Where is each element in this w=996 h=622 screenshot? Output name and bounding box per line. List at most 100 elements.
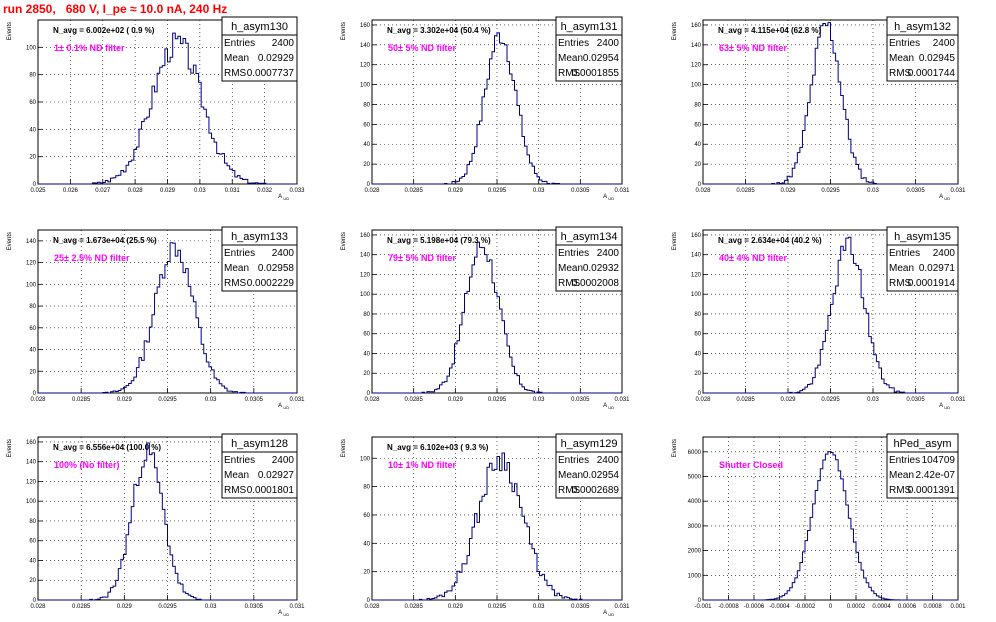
y-tick-label: 20 [363,570,370,576]
y-axis-label: Events [672,22,678,40]
y-tick-label: 120 [360,63,371,69]
x-tick-label: 0.029 [448,188,464,194]
stats-key: RMS [889,278,912,289]
stats-value: 2400 [933,38,956,49]
y-axis-label: Events [341,439,347,457]
y-tick-label: 120 [26,479,37,485]
x-tick-label: -0.0002 [795,604,816,610]
x-tick-label: 0.0295 [158,604,177,610]
y-tick-label: 3000 [688,524,702,530]
histogram-name: h_asym132 [894,21,951,33]
stats-box [555,451,623,499]
y-tick-label: 60 [363,513,370,519]
stats-key: RMS [558,278,581,289]
y-tick-label: 0 [367,182,371,188]
y-tick-label: 100 [26,45,37,51]
run-title: run 2850, 680 V, I_pe ≈ 10.0 nA, 240 Hz [3,2,228,16]
stats-key: Entries [889,38,920,49]
stats-value: 0.0001855 [572,68,620,79]
stats-value: 0.02929 [258,53,295,64]
stats-box [221,451,298,499]
y-tick-label: 40 [694,142,701,148]
x-tick-label: 0.0295 [488,604,507,610]
x-tick-label: 0.029 [117,604,133,610]
x-tick-label: 0.031 [225,188,241,194]
y-tick-label: 80 [694,312,701,318]
navg-label: N_avg = 5.198e+04 (79.3 %) [387,236,491,245]
x-tick-label: 0.0305 [245,397,264,403]
x-tick-label: 0.0285 [404,604,423,610]
y-tick-label: 160 [360,23,371,29]
navg-label: N_avg = 6.556e+04 (100.0 %) [53,443,161,452]
y-tick-label: 40 [29,127,36,133]
filter-label: 79± 5% ND filter [388,253,456,263]
histogram-name: h_asym128 [231,438,288,450]
stats-key: Entries [558,38,589,49]
stats-value: 0.0002008 [572,278,620,289]
histogram-panel-h_asym129: 0.028 0.0285 0.029 0.0295 0.03 0.0305 0.031 0 20… [341,433,630,617]
x-tick-label: 0.031 [289,604,305,610]
x-tick-label: 0.0002 [847,604,866,610]
y-tick-label: 140 [691,43,702,49]
stats-value: 2400 [272,38,295,49]
histogram-curve [372,241,622,394]
y-tick-label: 20 [363,371,370,377]
histogram-panel-h_asym134: 0.028 0.0285 0.029 0.0295 0.03 0.0305 0.031 0 20… [341,226,630,410]
stats-key: Entries [889,455,920,466]
y-tick-label: 40 [694,351,701,357]
y-tick-label: 100 [26,499,37,505]
y-tick-label: 160 [360,233,371,239]
y-tick-label: 20 [363,162,370,168]
y-tick-label: 20 [694,371,701,377]
x-tick-label: 0.0285 [72,604,91,610]
navg-label: N_avg = 3.302e+04 (50.4 %) [387,26,491,35]
x-tick-label: 0.0305 [906,188,925,194]
histogram-name: h_asym135 [894,231,951,243]
y-tick-label: 0 [33,598,37,604]
y-tick-label: 140 [360,43,371,49]
x-tick-label: 0.0295 [821,188,840,194]
histogram-panel-h_asym128: 0.028 0.0285 0.029 0.0295 0.03 0.0305 0.031 0 20… [7,433,305,617]
filter-label: 50± 5% ND filter [388,43,456,53]
stats-key: Mean [889,53,914,64]
filter-label: 63± 5% ND filter [719,43,787,53]
filter-label: Shutter Closed [719,460,783,470]
y-tick-label: 140 [26,460,37,466]
stats-key: RMS [558,68,581,79]
histogram-name: h_asym134 [561,231,618,243]
y-tick-label: 20 [29,369,36,375]
y-tick-label: 100 [360,456,371,462]
x-tick-label: 0.026 [63,188,79,194]
x-tick-label: 0.031 [289,397,305,403]
y-axis-label: Events [672,232,678,250]
stats-value: 0.02954 [583,470,620,481]
x-tick-label: 0.028 [364,604,380,610]
stats-box [886,244,959,292]
x-tick-label: 0.03 [205,397,217,403]
filter-label: 40± 4% ND filter [719,253,787,263]
y-tick-label: 0 [33,182,37,188]
stats-value: 0.02927 [258,470,295,481]
stats-key: Mean [558,470,583,481]
histogram-curve [38,442,297,601]
histogram-name: hPed_asym [893,438,951,450]
y-tick-label: 160 [26,440,37,446]
histogram-curve [372,32,622,185]
x-tick-label: 0.031 [614,604,630,610]
x-tick-label: 0.03 [533,604,545,610]
x-tick-label: 0.0295 [158,397,177,403]
y-tick-label: 20 [29,578,36,584]
y-axis-label: Events [341,22,347,40]
x-tick-label: -0.0004 [769,604,790,610]
x-tick-label: 0.0004 [872,604,891,610]
y-tick-label: 60 [363,122,370,128]
x-tick-label: 0.0305 [245,604,264,610]
x-tick-label: 0.031 [950,397,966,403]
y-tick-label: 40 [29,348,36,354]
histogram-panel-hPed_asym: -0.001 -0.0008 -0.0006 -0.0004 -0.0002 0 0.000… [672,433,966,610]
y-axis-label: Events [672,439,678,457]
histogram-curve [703,22,958,185]
y-tick-label: 60 [29,539,36,545]
y-tick-label: 80 [694,102,701,108]
y-tick-label: 80 [363,485,370,491]
